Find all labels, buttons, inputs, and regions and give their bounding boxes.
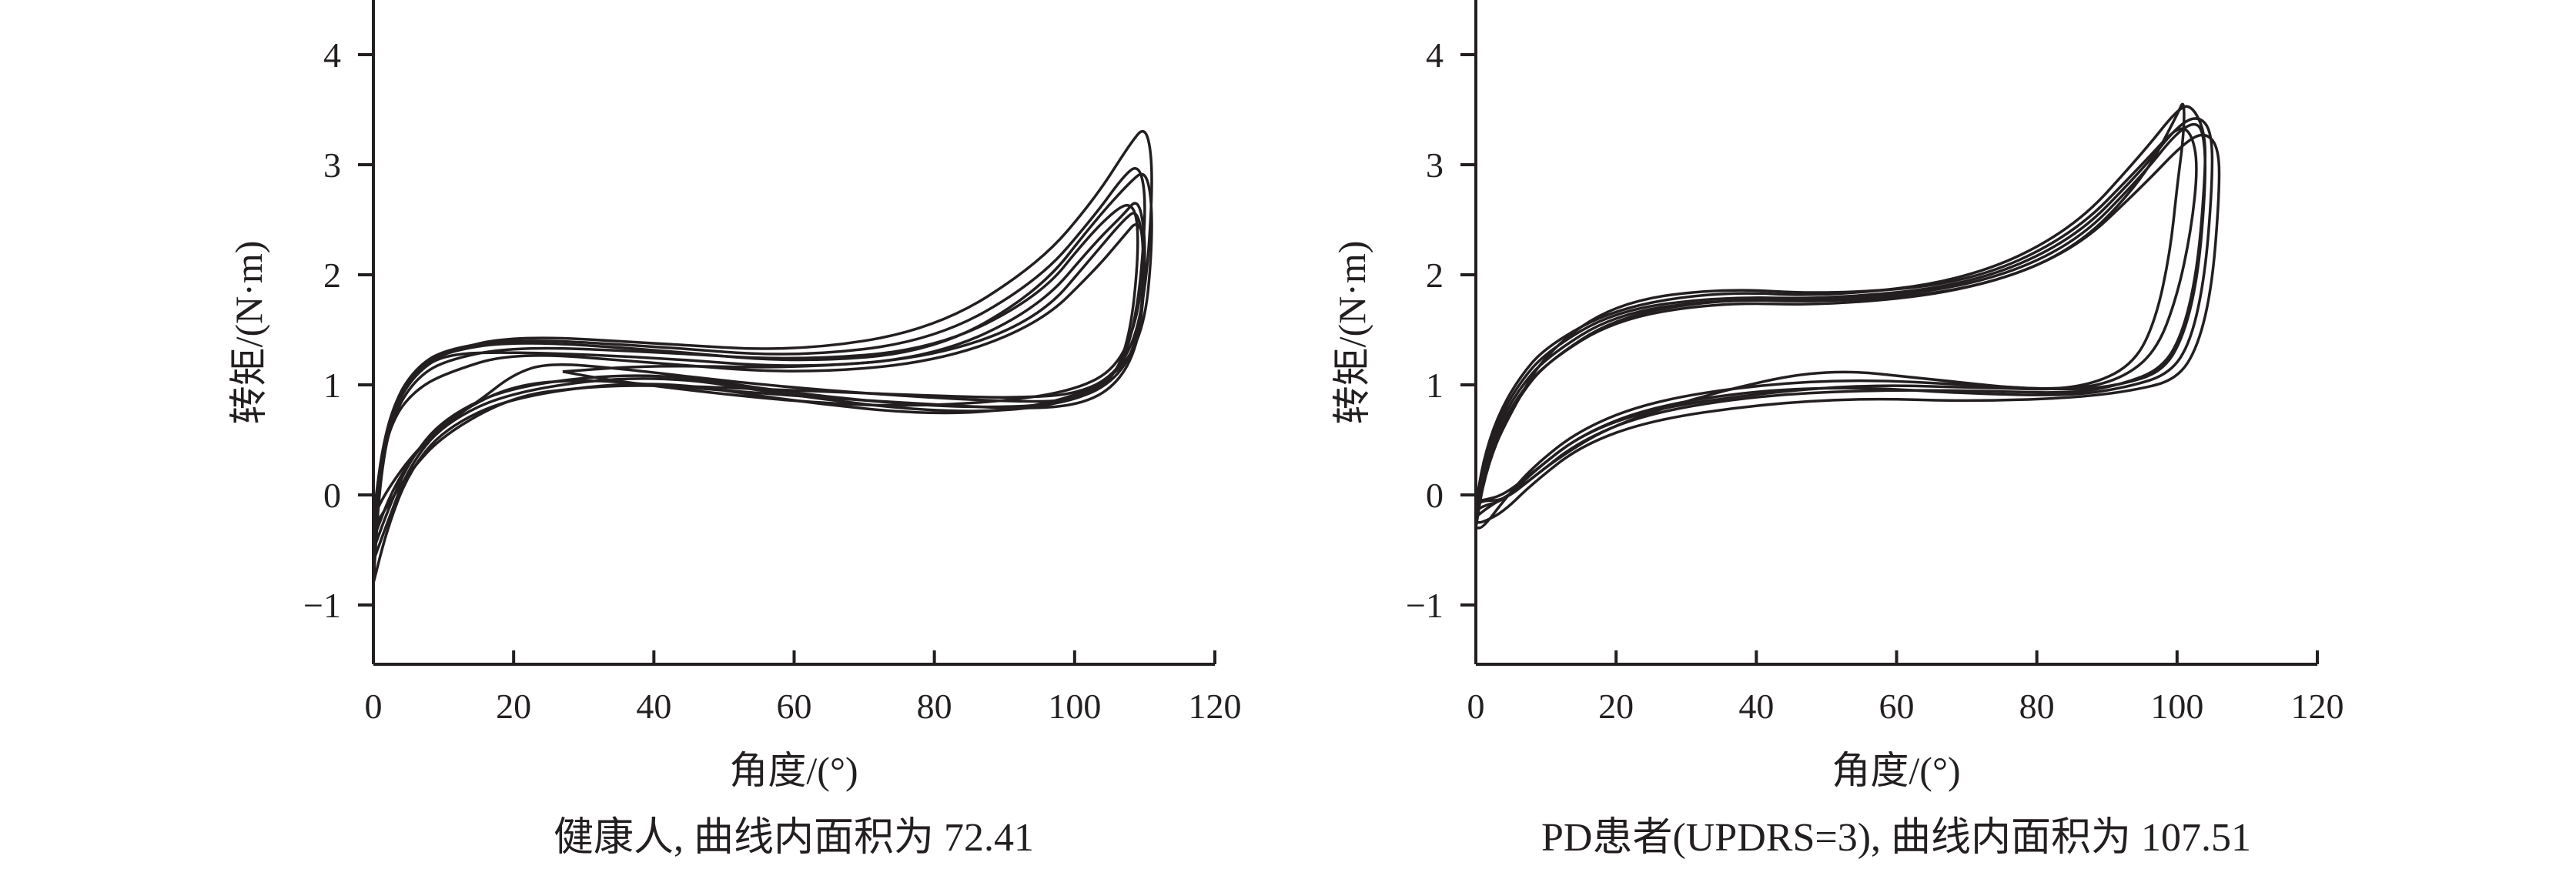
right-loop-curve-5 (1474, 122, 2207, 530)
left-y-tick-label: 1 (323, 366, 341, 405)
right-x-tick-label: 100 (2150, 687, 2203, 726)
right-loop-curve-3 (1474, 102, 2186, 518)
left-y-tick-label: −1 (303, 586, 341, 625)
left-x-axis-title: 角度/(°) (729, 749, 858, 792)
right-x-axis-title: 角度/(°) (1832, 749, 1960, 792)
right-y-tick-label: 1 (1426, 366, 1444, 405)
right-loop-curve-6 (1474, 127, 2198, 502)
left-loop-curve-3 (372, 203, 1139, 551)
right-y-axis-title: 转矩/(N·m) (1330, 241, 1373, 425)
right-x-tick-label: 80 (2019, 687, 2055, 726)
left-x-tick-label: 80 (917, 687, 952, 726)
left-loop-curve-6 (562, 212, 1145, 407)
left-y-tick-label: 4 (323, 35, 341, 75)
right-loop-curve-2 (1474, 117, 2214, 513)
left-y-axis-title: 转矩/(N·m) (227, 241, 270, 425)
left-y-tick-label: 0 (323, 476, 341, 515)
left-x-tick-label: 120 (1189, 687, 1242, 726)
right-x-tick-label: 40 (1738, 687, 1774, 726)
right-y-ticks: −1 0 1 2 3 4 (1406, 35, 1476, 625)
left-loop-curve-2 (372, 167, 1146, 562)
right-caption: PD患者(UPDRS=3), 曲线内面积为 107.51 (1541, 816, 2251, 860)
right-y-tick-label: 3 (1426, 145, 1444, 185)
right-loop-curve-4 (1474, 133, 2221, 524)
left-x-tick-label: 60 (777, 687, 812, 726)
right-x-tick-label: 60 (1879, 687, 1915, 726)
left-loop-curve-7 (372, 222, 1146, 518)
left-x-tick-label: 20 (496, 687, 531, 726)
right-x-ticks: 0 20 40 60 80 100 120 (1467, 650, 2344, 726)
right-y-tick-label: 4 (1426, 35, 1444, 75)
left-x-tick-label: 0 (365, 687, 383, 726)
right-x-tick-label: 0 (1467, 687, 1485, 726)
left-loop-curve-5 (372, 172, 1153, 529)
right-loop-curves (1474, 102, 2221, 530)
left-x-tick-label: 40 (636, 687, 671, 726)
left-caption: 健康人, 曲线内面积为 72.41 (554, 816, 1034, 860)
right-x-tick-label: 20 (1598, 687, 1634, 726)
left-loop-curve-4 (372, 202, 1146, 540)
left-y-ticks: −1 0 1 2 3 4 (303, 35, 373, 625)
left-y-tick-label: 3 (323, 145, 341, 185)
right-y-tick-label: 2 (1426, 256, 1444, 295)
left-y-tick-label: 2 (323, 256, 341, 295)
right-y-tick-label: −1 (1406, 586, 1444, 625)
right-y-tick-label: 0 (1426, 476, 1444, 515)
right-x-tick-label: 120 (2291, 687, 2344, 726)
left-x-ticks: 0 20 40 60 80 100 120 (365, 650, 1242, 726)
left-loop-curves (372, 129, 1153, 583)
left-x-tick-label: 100 (1048, 687, 1101, 726)
